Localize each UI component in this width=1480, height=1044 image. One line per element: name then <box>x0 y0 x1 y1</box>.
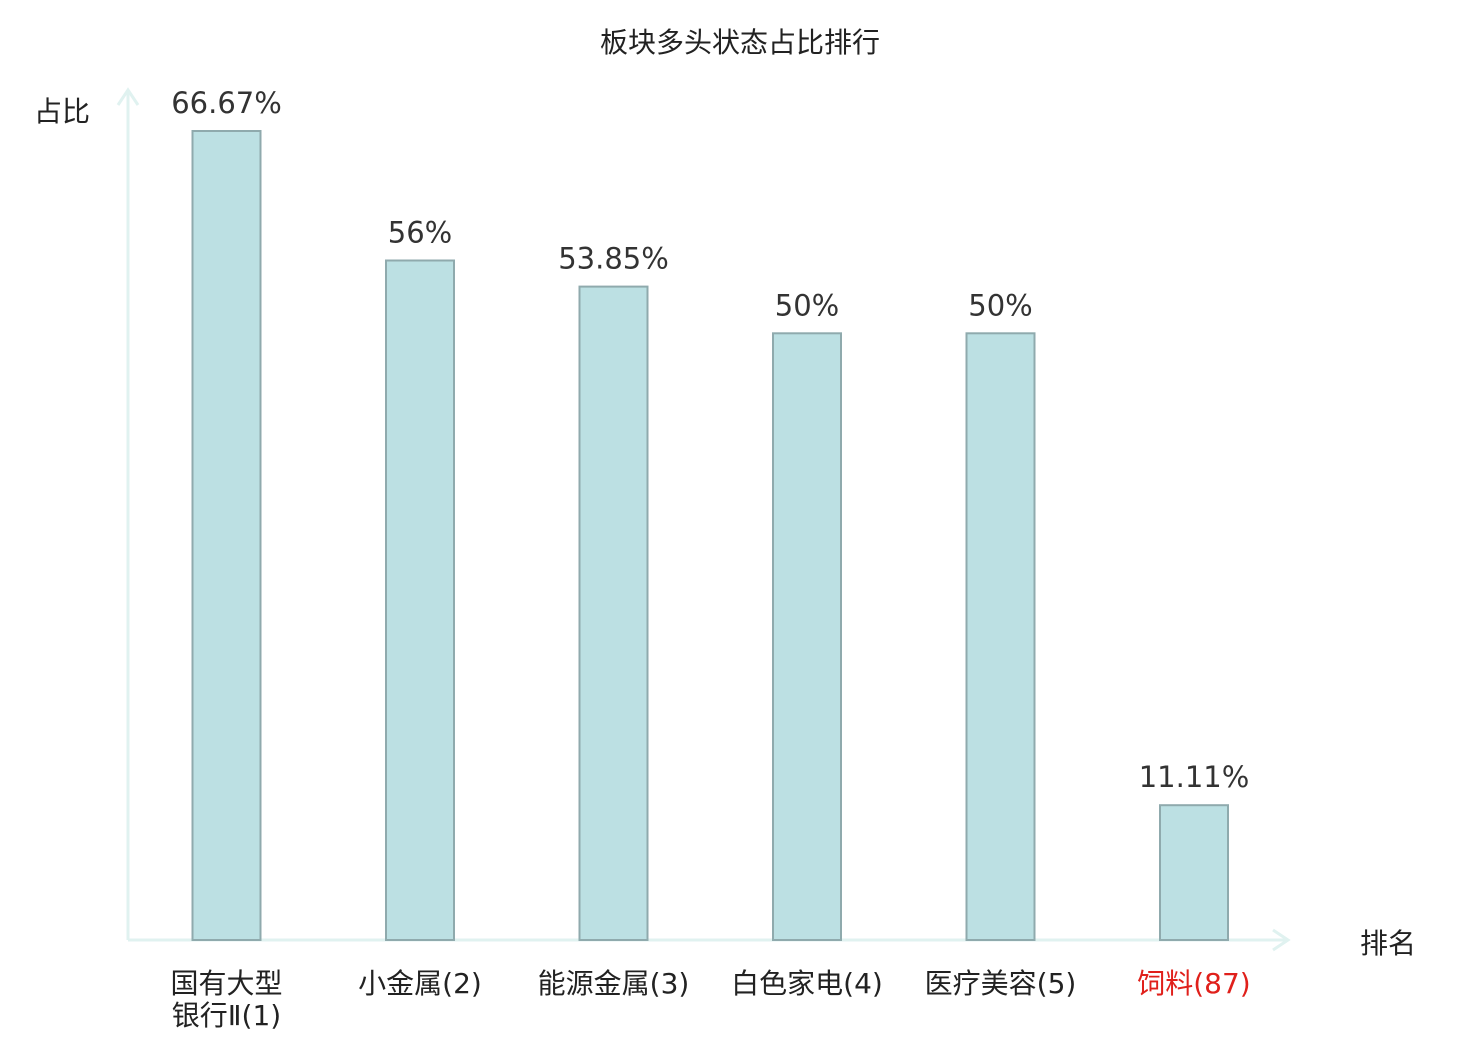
x-axis-arrow <box>1272 928 1291 952</box>
chart-title: 板块多头状态占比排行 <box>600 26 880 59</box>
bar-value-label: 56% <box>388 216 452 250</box>
x-tick-label: 小金属(2) <box>358 967 482 1000</box>
bar-value-label: 50% <box>968 288 1032 322</box>
bar-value-label: 50% <box>775 288 839 322</box>
bar <box>772 332 842 941</box>
y-axis-label: 占比 <box>34 95 90 128</box>
x-tick-label: 银行Ⅱ(1) <box>172 999 281 1032</box>
x-tick-label: 医疗美容(5) <box>925 967 1077 1000</box>
bar <box>1159 804 1229 942</box>
bar-value-label: 11.11% <box>1139 760 1250 794</box>
x-tick-label: 饲料(87) <box>1137 967 1250 1000</box>
bar <box>965 332 1036 941</box>
x-tick-label: 国有大型 <box>170 967 282 1000</box>
value-labels-group: 66.67% 56% 53.85% 50% 50% 11.11% <box>171 86 1249 794</box>
x-axis-label: 排名 <box>1360 927 1416 960</box>
x-tick-label: 白色家电(4) <box>731 967 883 1000</box>
bar <box>385 259 455 941</box>
bars-group <box>191 130 1229 942</box>
x-tick-label: 能源金属(3) <box>538 967 690 1000</box>
y-axis-arrow <box>116 87 140 106</box>
bar-value-label: 66.67% <box>171 86 282 120</box>
bar-value-label: 53.85% <box>558 242 669 276</box>
bar <box>578 285 649 942</box>
bar <box>191 130 262 941</box>
